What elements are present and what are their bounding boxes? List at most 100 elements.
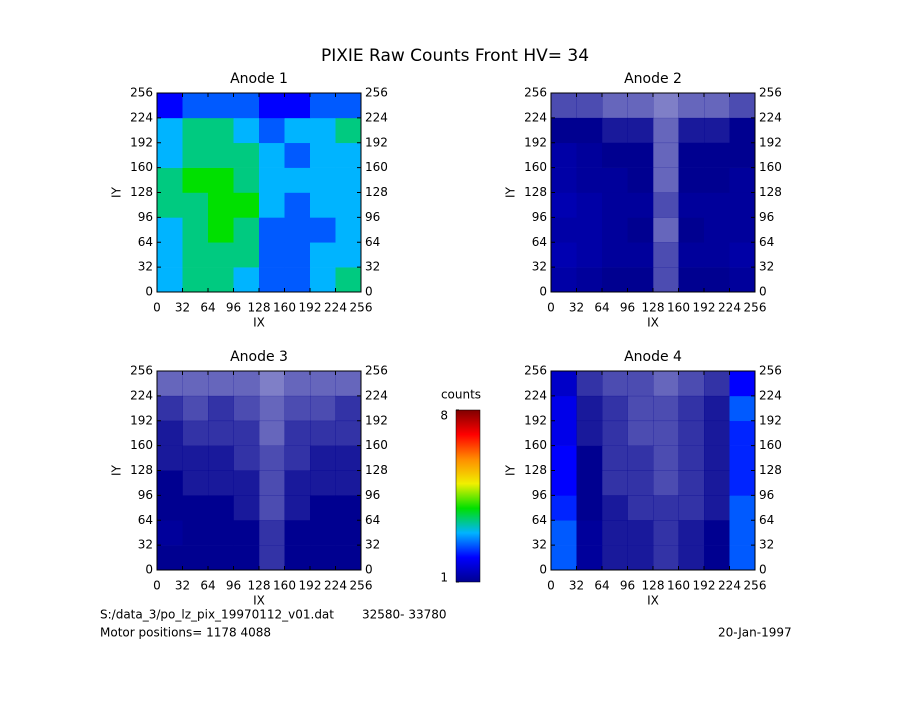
heat-cell	[704, 495, 730, 521]
heat-cell	[310, 117, 336, 144]
y-tick-label: 128	[365, 185, 388, 199]
colorbar-tick-label: 1	[440, 571, 448, 585]
y-tick-label: 256	[130, 86, 153, 100]
y-tick-label: 0	[539, 285, 547, 299]
heat-cell	[233, 142, 260, 168]
heat-cell	[627, 117, 654, 144]
y-tick-label: 160	[759, 160, 782, 174]
heat-cell	[157, 520, 183, 546]
heat-cell	[678, 545, 705, 571]
heat-cell	[729, 217, 756, 243]
heat-cell	[310, 242, 336, 268]
heat-cell	[678, 470, 705, 496]
heat-cell	[233, 495, 260, 521]
heat-cell	[259, 420, 285, 446]
y-tick-label: 192	[524, 413, 547, 427]
heat-cell	[157, 167, 183, 193]
x-tick-label: 128	[248, 301, 271, 315]
heat-cell	[310, 495, 336, 521]
heat-cell	[233, 395, 260, 422]
heat-cell	[704, 93, 730, 119]
heat-cell	[576, 371, 603, 397]
x-tick-label: 160	[273, 301, 296, 315]
y-tick-label: 256	[759, 86, 782, 100]
heat-cell	[704, 371, 730, 397]
heat-cell	[678, 93, 705, 119]
y-tick-label: 64	[365, 235, 380, 249]
heat-cell	[335, 167, 362, 193]
heat-cell	[157, 117, 183, 144]
x-tick-label: 0	[547, 301, 555, 315]
heat-cell	[653, 470, 679, 496]
heat-cell	[259, 371, 285, 397]
y-tick-label: 192	[759, 413, 782, 427]
heat-cell	[335, 445, 362, 471]
heat-cell	[284, 420, 311, 446]
heat-cell	[259, 242, 285, 268]
x-tick-label: 192	[299, 301, 322, 315]
heat-cell	[208, 520, 234, 546]
heat-cell	[627, 217, 654, 243]
heat-cell	[259, 445, 285, 471]
heat-cell	[729, 371, 756, 397]
y-tick-label: 128	[365, 463, 388, 477]
heat-cell	[576, 495, 603, 521]
heat-cell	[729, 267, 756, 293]
heat-cell	[653, 445, 679, 471]
y-tick-label: 224	[759, 388, 782, 402]
y-tick-label: 256	[524, 86, 547, 100]
heat-cell	[157, 495, 183, 521]
heat-cell	[182, 445, 209, 471]
heat-cell	[335, 217, 362, 243]
file-name: S:/data_3/po_lz_pix_19970112_v01.dat	[100, 608, 334, 622]
colorbar-tick-label: 8	[440, 409, 448, 423]
heat-cell	[653, 267, 679, 293]
y-tick-label: 192	[524, 135, 547, 149]
heat-cell	[182, 495, 209, 521]
y-tick-label: 192	[759, 135, 782, 149]
heat-cell	[335, 470, 362, 496]
heat-cell	[627, 420, 654, 446]
y-tick-label: 256	[759, 364, 782, 378]
heat-cell	[208, 420, 234, 446]
heat-cell	[284, 445, 311, 471]
heat-cell	[208, 217, 234, 243]
heat-cell	[627, 242, 654, 268]
heat-cell	[182, 395, 209, 422]
heat-cell	[551, 420, 577, 446]
heat-cell	[182, 192, 209, 218]
y-tick-label: 224	[759, 110, 782, 124]
heat-cell	[259, 167, 285, 193]
heat-cell	[551, 267, 577, 293]
heat-cell	[678, 142, 705, 168]
x-tick-label: 64	[200, 579, 215, 593]
x-tick-label: 96	[226, 301, 241, 315]
heat-cell	[259, 192, 285, 218]
x-axis-label: IX	[253, 594, 265, 608]
heat-cell	[653, 167, 679, 193]
heat-cell	[208, 93, 234, 119]
y-tick-label: 160	[130, 160, 153, 174]
heat-cell	[704, 445, 730, 471]
heat-cell	[335, 371, 362, 397]
heat-cell	[602, 495, 628, 521]
heat-cell	[551, 495, 577, 521]
heat-cell	[208, 242, 234, 268]
heat-cell	[678, 371, 705, 397]
y-tick-label: 32	[759, 260, 774, 274]
heat-cell	[284, 520, 311, 546]
heat-cell	[208, 267, 234, 293]
y-tick-label: 224	[524, 388, 547, 402]
heat-cell	[729, 93, 756, 119]
heat-cell	[551, 192, 577, 218]
heat-cell	[678, 420, 705, 446]
heat-cell	[576, 217, 603, 243]
heat-cell	[284, 371, 311, 397]
heat-cell	[576, 142, 603, 168]
heat-cell	[208, 192, 234, 218]
heat-cell	[551, 395, 577, 422]
heat-cell	[233, 371, 260, 397]
heat-cell	[602, 242, 628, 268]
heat-cell	[157, 242, 183, 268]
panel-title: Anode 3	[230, 349, 288, 365]
